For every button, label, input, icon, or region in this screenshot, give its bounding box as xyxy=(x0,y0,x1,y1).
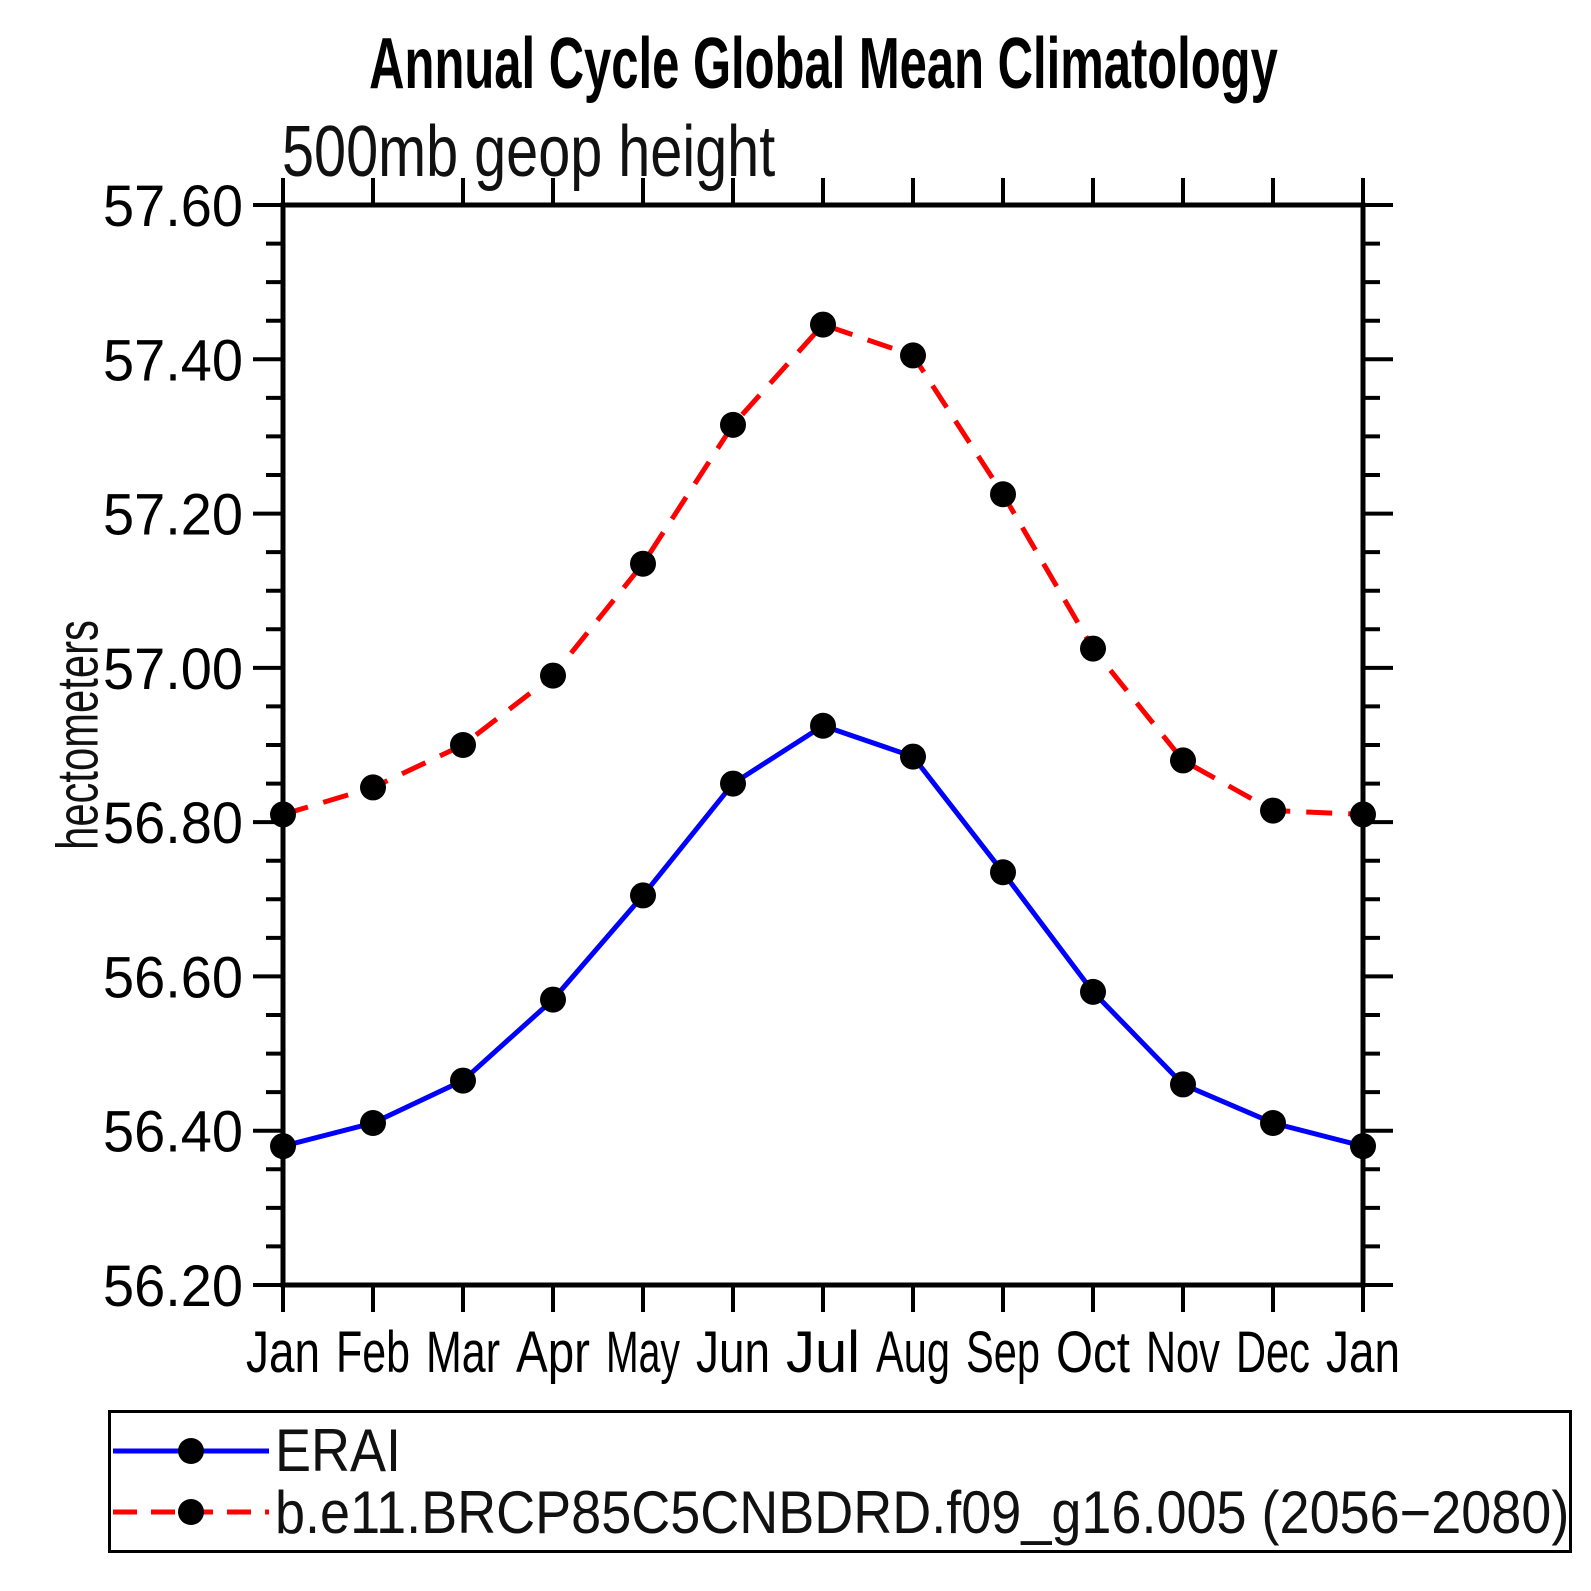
x-tick-label: Mar xyxy=(426,1320,500,1385)
series-1-marker xyxy=(990,481,1016,508)
x-tick-label: May xyxy=(606,1320,680,1385)
series-1-marker xyxy=(720,411,746,438)
legend-sample-marker xyxy=(178,1437,204,1464)
legend-item-erai: ERAI xyxy=(111,1417,1569,1484)
y-tick-label: 57.60 xyxy=(103,174,243,239)
series-0-marker xyxy=(900,743,926,770)
series-0-marker xyxy=(450,1067,476,1094)
x-tick-label: Oct xyxy=(1056,1320,1130,1385)
chart-subtitle: 500mb geop height xyxy=(282,112,776,192)
legend-item-model: b.e11.BRCP85C5CNBDRD.f09_g16.005 (2056−2… xyxy=(111,1479,1569,1546)
legend-sample-marker xyxy=(178,1499,204,1526)
x-tick-label: Apr xyxy=(516,1320,590,1385)
y-tick-label: 57.00 xyxy=(103,637,243,702)
series-1-marker xyxy=(360,774,386,801)
series-1-marker xyxy=(1260,797,1286,824)
series-0-marker xyxy=(1350,1133,1376,1160)
x-axis-ticks: Jan Feb Mar Apr May Jun Jul Aug Sep Oct Nov Dec Jan xyxy=(246,178,1400,1385)
legend-label-erai: ERAI xyxy=(275,1417,402,1485)
series-1-marker xyxy=(1080,635,1106,662)
series-1-marker xyxy=(810,311,836,338)
y-tick-label: 57.40 xyxy=(103,328,243,393)
series-1-marker xyxy=(1170,747,1196,774)
y-tick-label: 56.20 xyxy=(103,1254,243,1319)
series-0-marker xyxy=(360,1110,386,1136)
y-tick-label: 56.60 xyxy=(103,945,243,1010)
series-0-marker xyxy=(1080,978,1106,1005)
x-tick-label: Nov xyxy=(1146,1320,1220,1385)
series-0-marker xyxy=(540,986,566,1013)
series-1-marker xyxy=(900,342,926,369)
x-tick-label: Jan xyxy=(1326,1320,1400,1385)
legend-box: ERAI b.e11.BRCP85C5CNBDRD.f09_g16.005 (2… xyxy=(108,1410,1572,1553)
y-tick-label: 56.80 xyxy=(103,791,243,856)
series-1-marker xyxy=(450,732,476,758)
x-tick-label: Jan xyxy=(246,1320,320,1385)
series-0-line xyxy=(282,722,1364,1149)
plot-frame xyxy=(280,202,1366,1288)
series-0-marker xyxy=(270,1133,296,1160)
x-tick-label: Aug xyxy=(876,1320,950,1385)
series-1-marker xyxy=(630,550,656,577)
x-tick-label: Jun xyxy=(696,1320,770,1385)
x-tick-label: Sep xyxy=(966,1320,1040,1385)
y-axis-ticks: 56.20 56.40 56.60 56.80 57.00 57.20 57.40 57.60 xyxy=(103,174,1393,1319)
series-1-marker xyxy=(270,801,296,828)
series-0-marker xyxy=(810,712,836,739)
series-0-marker xyxy=(1170,1071,1196,1098)
x-tick-label: Jul xyxy=(786,1320,860,1385)
series-1-marker xyxy=(540,662,566,689)
series-0-marker xyxy=(720,770,746,797)
series-1-marker xyxy=(1350,801,1376,828)
y-tick-label: 56.40 xyxy=(103,1100,243,1165)
series-0-marker xyxy=(1260,1110,1286,1136)
series-0-marker xyxy=(990,859,1016,886)
y-tick-label: 57.20 xyxy=(103,483,243,548)
legend-label-model: b.e11.BRCP85C5CNBDRD.f09_g16.005 (2056−2… xyxy=(275,1478,1570,1546)
series-1-line xyxy=(282,321,1364,817)
x-tick-label: Feb xyxy=(336,1320,410,1385)
legend-line-sample-model xyxy=(113,1499,269,1526)
chart-title: Annual Cycle Global Mean Climatology xyxy=(369,24,1278,104)
x-tick-label: Dec xyxy=(1236,1320,1310,1385)
series-0-marker xyxy=(630,882,656,909)
legend-line-sample-erai xyxy=(113,1437,269,1464)
